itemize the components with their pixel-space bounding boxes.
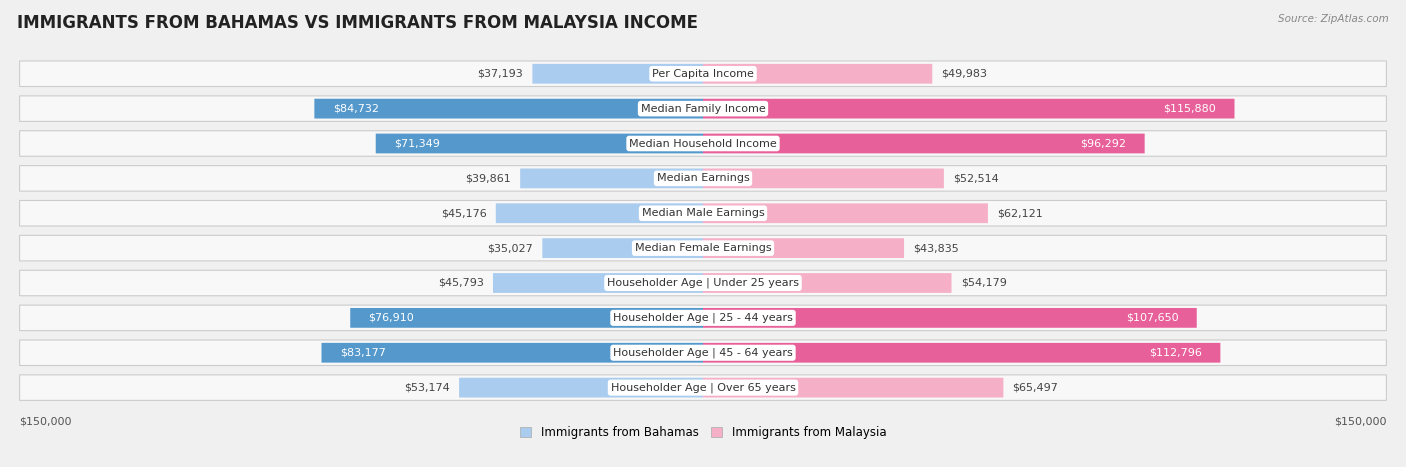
Text: Median Family Income: Median Family Income [641,104,765,113]
FancyBboxPatch shape [533,64,703,84]
Text: $45,793: $45,793 [437,278,484,288]
Text: $112,796: $112,796 [1149,348,1202,358]
Text: $53,174: $53,174 [404,382,450,393]
FancyBboxPatch shape [20,96,1386,121]
FancyBboxPatch shape [703,134,1144,153]
FancyBboxPatch shape [20,270,1386,296]
Text: Median Household Income: Median Household Income [628,139,778,149]
FancyBboxPatch shape [20,375,1386,400]
Text: $52,514: $52,514 [953,173,998,184]
FancyBboxPatch shape [703,169,943,188]
FancyBboxPatch shape [20,235,1386,261]
FancyBboxPatch shape [496,203,703,223]
FancyBboxPatch shape [703,238,904,258]
FancyBboxPatch shape [520,169,703,188]
Text: Householder Age | Over 65 years: Householder Age | Over 65 years [610,382,796,393]
Text: $45,176: $45,176 [441,208,486,218]
Text: $37,193: $37,193 [478,69,523,79]
FancyBboxPatch shape [315,99,703,119]
FancyBboxPatch shape [20,305,1386,331]
FancyBboxPatch shape [322,343,703,363]
Text: $39,861: $39,861 [465,173,510,184]
FancyBboxPatch shape [703,308,1197,328]
FancyBboxPatch shape [703,99,1234,119]
FancyBboxPatch shape [703,378,1004,397]
Text: $150,000: $150,000 [1334,417,1386,426]
FancyBboxPatch shape [703,64,932,84]
Text: $96,292: $96,292 [1080,139,1126,149]
Text: Median Female Earnings: Median Female Earnings [634,243,772,253]
Text: $107,650: $107,650 [1126,313,1178,323]
FancyBboxPatch shape [460,378,703,397]
Text: $71,349: $71,349 [394,139,440,149]
FancyBboxPatch shape [494,273,703,293]
Text: $84,732: $84,732 [333,104,378,113]
FancyBboxPatch shape [20,61,1386,86]
Text: Householder Age | 45 - 64 years: Householder Age | 45 - 64 years [613,347,793,358]
Text: $54,179: $54,179 [960,278,1007,288]
FancyBboxPatch shape [703,273,952,293]
Text: $76,910: $76,910 [368,313,415,323]
Text: Householder Age | 25 - 44 years: Householder Age | 25 - 44 years [613,312,793,323]
FancyBboxPatch shape [20,200,1386,226]
FancyBboxPatch shape [703,343,1220,363]
Text: IMMIGRANTS FROM BAHAMAS VS IMMIGRANTS FROM MALAYSIA INCOME: IMMIGRANTS FROM BAHAMAS VS IMMIGRANTS FR… [17,14,697,32]
Text: Median Earnings: Median Earnings [657,173,749,184]
Text: $62,121: $62,121 [997,208,1043,218]
Text: Median Male Earnings: Median Male Earnings [641,208,765,218]
Legend: Immigrants from Bahamas, Immigrants from Malaysia: Immigrants from Bahamas, Immigrants from… [515,421,891,444]
Text: $43,835: $43,835 [914,243,959,253]
Text: Source: ZipAtlas.com: Source: ZipAtlas.com [1278,14,1389,24]
Text: Per Capita Income: Per Capita Income [652,69,754,79]
Text: Householder Age | Under 25 years: Householder Age | Under 25 years [607,278,799,288]
FancyBboxPatch shape [375,134,703,153]
Text: $83,177: $83,177 [340,348,385,358]
FancyBboxPatch shape [20,340,1386,366]
Text: $65,497: $65,497 [1012,382,1059,393]
FancyBboxPatch shape [543,238,703,258]
FancyBboxPatch shape [350,308,703,328]
Text: $115,880: $115,880 [1163,104,1216,113]
FancyBboxPatch shape [703,203,988,223]
Text: $35,027: $35,027 [488,243,533,253]
FancyBboxPatch shape [20,166,1386,191]
Text: $49,983: $49,983 [942,69,987,79]
FancyBboxPatch shape [20,131,1386,156]
Text: $150,000: $150,000 [20,417,72,426]
